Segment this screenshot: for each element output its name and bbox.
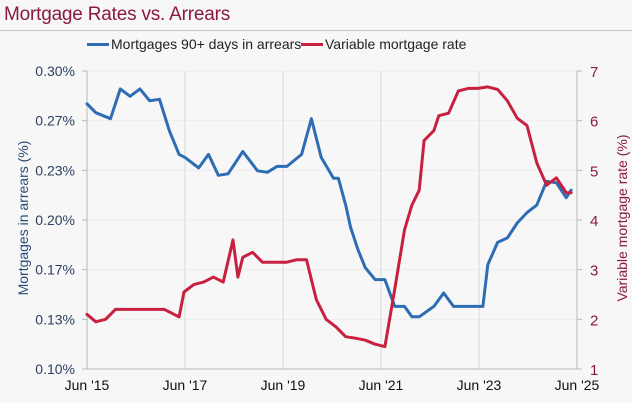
- legend-item-arrears: Mortgages 90+ days in arrears: [87, 36, 301, 52]
- mortgage-rate-line: [85, 85, 573, 349]
- x-tick-label: Jun '23: [457, 377, 502, 393]
- x-tick-label: Jun '19: [261, 377, 306, 393]
- x-tick-label: Jun '15: [65, 377, 110, 393]
- left-tick-label: 0.10%: [35, 361, 75, 377]
- right-tick-label: 5: [590, 163, 598, 180]
- legend-swatch-red: [301, 42, 323, 46]
- right-tick-label: 1: [590, 362, 598, 379]
- left-tick-label: 0.30%: [35, 63, 75, 79]
- left-tick-label: 0.13%: [35, 311, 75, 327]
- x-tick-label: Jun '25: [555, 377, 600, 393]
- right-tick-label: 3: [590, 263, 598, 280]
- left-tick-label: 0.17%: [35, 262, 75, 278]
- legend: Mortgages 90+ days in arrears Variable m…: [0, 36, 632, 54]
- right-tick-label: 7: [590, 64, 598, 81]
- legend-label-arrears: Mortgages 90+ days in arrears: [111, 36, 302, 52]
- right-tick-label: 6: [590, 114, 598, 131]
- title-divider: [0, 30, 632, 31]
- left-tick-label: 0.23%: [35, 162, 75, 178]
- arrears-line: [85, 87, 573, 319]
- right-tick-label: 4: [590, 213, 598, 230]
- x-tick-label: Jun '17: [163, 377, 208, 393]
- legend-swatch-blue: [87, 42, 109, 46]
- chart-title: Mortgage Rates vs. Arrears: [4, 4, 231, 25]
- legend-label-rate: Variable mortgage rate: [325, 36, 467, 52]
- legend-item-rate: Variable mortgage rate: [301, 36, 466, 52]
- left-tick-label: 0.27%: [35, 113, 75, 129]
- left-tick-label: 0.20%: [35, 212, 75, 228]
- right-tick-label: 2: [590, 312, 598, 329]
- x-tick-label: Jun '21: [359, 377, 404, 393]
